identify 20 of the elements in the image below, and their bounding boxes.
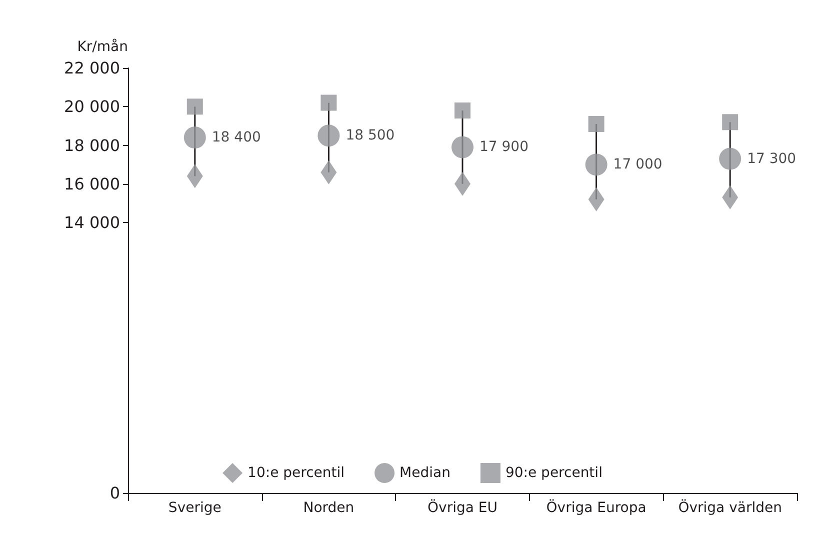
data-label: 17 300	[747, 150, 796, 167]
y-tick-label: 22 000	[64, 58, 120, 78]
y-tick-label: 0	[110, 484, 120, 502]
data-label: 18 500	[346, 128, 395, 144]
x-tick-label: Övriga världen	[678, 499, 782, 516]
x-tick-label: Norden	[303, 500, 354, 516]
y-tick-label: 18 000	[64, 136, 120, 155]
legend-label: Median	[400, 465, 450, 481]
x-tick-label: Övriga Europa	[546, 499, 646, 516]
legend-label: 10:e percentil	[248, 465, 345, 481]
data-label: 17 000	[613, 156, 662, 173]
y-axis-title: Kr/mån	[77, 38, 128, 55]
y-tick-label: 20 000	[64, 97, 120, 116]
data-label: 18 400	[212, 130, 261, 146]
data-label: 17 900	[480, 139, 528, 156]
y-tick-label: 16 000	[64, 174, 120, 194]
x-tick-label: Övriga EU	[428, 499, 498, 516]
x-tick-label: Sverige	[168, 500, 222, 516]
legend-label: 90:e percentil	[505, 465, 602, 481]
y-tick-label: 14 000	[64, 213, 120, 232]
